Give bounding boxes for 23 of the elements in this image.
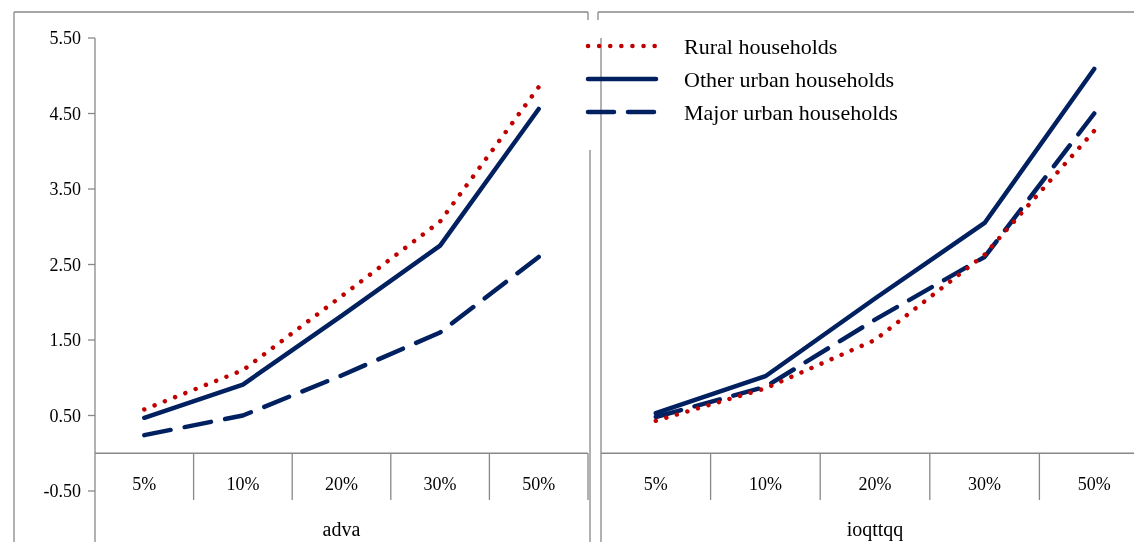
line-series — [142, 254, 541, 438]
legend-label: Major urban households — [684, 99, 898, 125]
y-tick-label: 4.50 — [49, 103, 81, 124]
y-tick-label: 5.50 — [49, 28, 81, 49]
x-tick-label: 10% — [226, 474, 260, 494]
x-tick-label: 20% — [858, 474, 892, 494]
x-tick-label: 30% — [968, 474, 1002, 494]
y-tick-label: -0.50 — [43, 481, 81, 502]
y-tick-label: 2.50 — [49, 254, 81, 275]
x-tick-label: 50% — [1077, 474, 1111, 494]
y-tick-label: 1.50 — [49, 330, 81, 351]
x-tick-label: 20% — [325, 474, 358, 494]
x-tick-label: 50% — [522, 474, 556, 494]
x-tick-label: 5% — [643, 474, 668, 494]
y-tick-label: 3.50 — [49, 179, 81, 200]
legend-label: Rural households — [684, 33, 838, 59]
x-tick-label: 10% — [748, 474, 782, 494]
x-tick-label: 30% — [423, 474, 457, 494]
x-axis-title: adva — [322, 518, 361, 540]
x-axis-title: ioqttqq — [846, 518, 904, 541]
legend-label: Other urban households — [684, 66, 895, 92]
y-tick-label: 0.50 — [49, 405, 81, 426]
x-tick-label: 5% — [132, 474, 157, 494]
